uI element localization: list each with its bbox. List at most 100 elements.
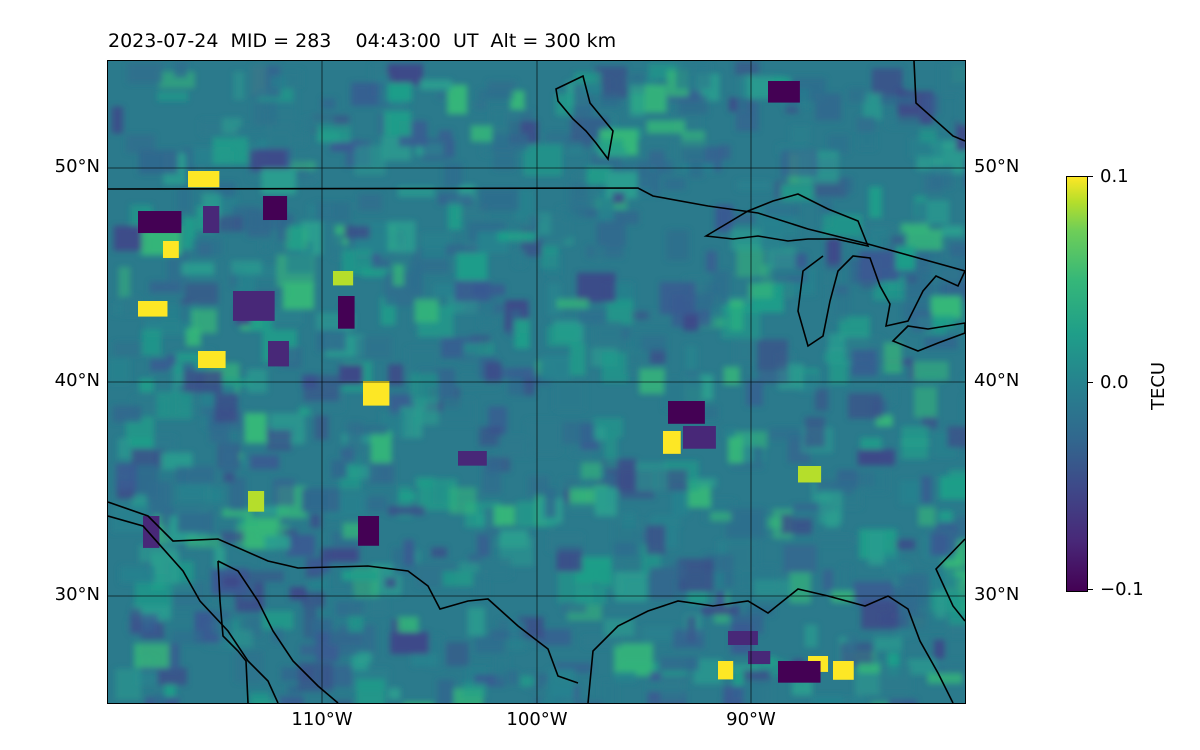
tec-noise-cell: [333, 233, 344, 259]
tec-noise-cell: [578, 309, 606, 325]
tec-noise-cell: [289, 225, 303, 251]
tec-noise-cell: [790, 125, 810, 144]
tec-positive-anomaly: [798, 466, 822, 483]
tec-noise-cell: [156, 391, 192, 420]
tec-noise-cell: [781, 149, 818, 177]
tec-noise-cell: [540, 700, 575, 703]
tec-noise-cell: [244, 413, 267, 444]
tec-noise-cell: [820, 199, 832, 227]
tec-noise-cell: [475, 570, 489, 599]
tec-noise-cell: [963, 375, 965, 386]
tec-noise-cell: [963, 583, 965, 601]
tec-noise-cell: [223, 576, 240, 587]
tec-noise-cell: [918, 507, 936, 526]
tec-noise-cell: [816, 535, 853, 545]
tec-noise-cell: [631, 335, 667, 352]
tec-noise-cell: [906, 229, 943, 250]
tec-noise-cell: [392, 619, 403, 641]
tec-noise-cell: [804, 416, 825, 448]
tec-noise-cell: [139, 378, 154, 393]
tec-noise-cell: [388, 364, 404, 386]
mexico-us-border: [108, 501, 579, 684]
tec-noise-cell: [162, 618, 194, 631]
tec-positive-anomaly: [833, 661, 854, 680]
colorbar-tick-top: [1087, 176, 1093, 178]
tec-noise-cell: [660, 671, 684, 702]
tec-noise-cell: [604, 435, 618, 469]
tec-noise-cell: [444, 162, 462, 188]
tec-noise-cell: [828, 134, 849, 154]
tec-noise-cell: [956, 120, 965, 151]
tec-noise-cell: [624, 350, 640, 375]
tec-noise-cell: [541, 355, 572, 381]
tec-noise-cell: [562, 421, 597, 444]
tec-noise-cell: [191, 238, 223, 256]
tec-noise-cell: [848, 696, 866, 703]
tec-noise-cell: [731, 614, 764, 634]
tec-noise-cell: [497, 231, 536, 242]
tec-noise-cell: [736, 180, 771, 191]
tec-noise-cell: [514, 189, 534, 221]
tec-noise-cell: [556, 298, 589, 309]
tec-positive-anomaly: [663, 431, 681, 454]
tec-noise-cell: [675, 63, 711, 89]
tec-noise-cell: [263, 555, 278, 566]
gulf-coast: [587, 588, 954, 703]
tec-noise-cell: [474, 674, 505, 687]
tec-noise-cell: [131, 448, 166, 469]
tec-noise-cell: [575, 587, 607, 605]
tec-noise-cell: [597, 147, 628, 158]
tec-noise-cell: [867, 531, 885, 566]
tec-noise-cell: [878, 665, 912, 693]
tec-noise-cell: [833, 293, 848, 322]
tec-noise-cell: [495, 656, 510, 684]
tec-noise-cell: [746, 380, 763, 406]
lon-label-90w: 90°W: [726, 709, 776, 730]
tec-noise-cell: [286, 534, 315, 557]
tec-noise-cell: [339, 364, 363, 385]
tec-noise-cell: [846, 635, 857, 653]
tec-noise-cell: [589, 92, 621, 107]
tec-noise-cell: [622, 512, 636, 529]
tec-noise-cell: [687, 592, 708, 604]
tec-noise-cell: [715, 205, 733, 232]
tec-noise-cell: [150, 551, 179, 584]
tec-noise-cell: [901, 426, 929, 460]
tec-noise-cell: [615, 164, 650, 174]
tec-noise-cell: [149, 281, 182, 293]
tec-noise-cell: [411, 653, 438, 667]
tec-noise-cell: [537, 629, 571, 646]
tec-noise-cell: [915, 201, 927, 224]
tec-noise-cell: [393, 264, 404, 286]
tec-noise-cell: [660, 657, 699, 671]
tec-noise-cell: [445, 244, 483, 256]
tec-noise-cell: [470, 125, 493, 142]
tec-noise-cell: [934, 590, 947, 619]
tec-noise-cell: [737, 77, 749, 112]
tec-noise-cell: [329, 631, 363, 645]
tec-noise-cell: [448, 198, 462, 230]
tec-noise-cell: [214, 393, 238, 423]
gulf-of-california-coast: [217, 560, 339, 703]
tec-noise-cell: [414, 299, 439, 323]
tec-noise-cell: [462, 682, 486, 698]
tec-noise-cell: [758, 372, 789, 384]
tec-noise-cell: [730, 214, 756, 223]
tec-noise-cell: [701, 605, 740, 616]
lake-superior: [703, 193, 870, 248]
tec-noise-cell: [495, 367, 533, 379]
tec-noise-cell: [490, 109, 521, 134]
tec-noise-cell: [157, 667, 187, 685]
tec-noise-cell: [857, 663, 880, 674]
tec-noise-cell: [181, 262, 215, 276]
tec-noise-cell: [253, 100, 278, 126]
tec-noise-cell: [175, 466, 215, 484]
tec-noise-cell: [949, 242, 965, 258]
tec-noise-cell: [581, 462, 602, 480]
tec-noise-cell: [111, 106, 123, 134]
tec-noise-cell: [249, 692, 270, 703]
tec-noise-cell: [127, 62, 163, 84]
tec-noise-cell: [683, 313, 699, 331]
tec-positive-anomaly: [248, 491, 265, 512]
tec-noise-cell: [508, 328, 520, 337]
